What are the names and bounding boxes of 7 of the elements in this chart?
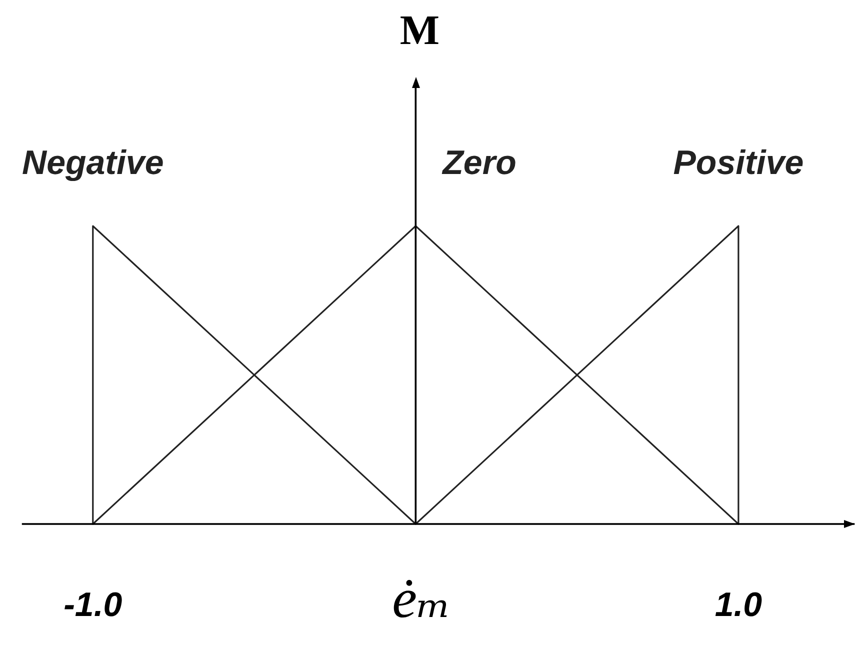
y-axis-title: M xyxy=(400,8,440,54)
x-axis-title: ėₘ xyxy=(392,568,452,630)
x-tick-label: 1.0 xyxy=(714,586,762,624)
series-label: Positive xyxy=(673,144,804,182)
series-label: Negative xyxy=(22,144,164,182)
x-tick-label: -1.0 xyxy=(64,586,122,624)
series-label: Zero xyxy=(442,144,516,182)
